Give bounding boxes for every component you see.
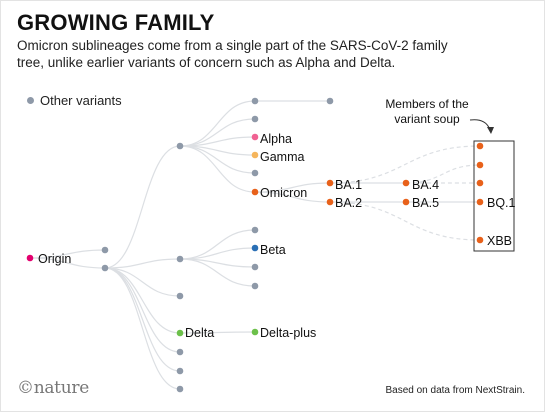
tree-links	[29, 100, 480, 390]
node-ba4	[402, 179, 410, 187]
variant-soup-box	[473, 140, 515, 252]
legend-dot	[27, 97, 34, 104]
dashed-link-ba2-xbb	[329, 201, 481, 241]
label-ba1: BA.1	[335, 178, 362, 192]
node-origin	[26, 254, 34, 262]
soup-dashed-links	[329, 145, 481, 241]
node-g5	[251, 226, 259, 234]
node-g4	[326, 97, 334, 105]
source-note: Based on data from NextStrain.	[385, 385, 525, 396]
node-r1	[101, 246, 109, 254]
dashed-link-ba1-s1	[329, 145, 481, 184]
link-r2-g8	[104, 267, 181, 353]
link-r2-n3	[104, 267, 181, 297]
label-bq1: BQ.1	[487, 196, 516, 210]
figure-subtitle: Omicron sublineages come from a single p…	[17, 38, 448, 70]
label-xbb: XBB	[487, 234, 512, 248]
node-r2	[101, 264, 109, 272]
node-s1	[476, 142, 484, 150]
node-g7	[251, 282, 259, 290]
link-n2-beta	[179, 247, 256, 260]
node-omicron	[251, 188, 259, 196]
node-g8	[176, 348, 184, 356]
node-n4	[176, 329, 184, 337]
node-g2	[251, 115, 259, 123]
label-beta: Beta	[260, 243, 286, 257]
link-omicron-ba2	[254, 191, 331, 203]
node-ba5	[402, 198, 410, 206]
node-delta-plus	[251, 328, 259, 336]
link-r2-g9	[104, 267, 181, 372]
link-n1-g1	[179, 100, 256, 147]
node-g10	[176, 385, 184, 393]
nature-logo: ©nature	[17, 378, 89, 398]
node-s2	[476, 161, 484, 169]
label-gamma: Gamma	[260, 150, 305, 164]
node-ba1	[326, 179, 334, 187]
link-n2-g5	[179, 229, 256, 260]
tree-nodes	[26, 97, 484, 393]
node-alpha	[251, 133, 259, 141]
label-ba5: BA.5	[412, 196, 439, 210]
legend-label: Other variants	[40, 93, 122, 108]
link-r2-n2	[104, 258, 181, 269]
label-origin: Origin	[38, 252, 71, 266]
annotation-line-1: Members of the	[385, 97, 469, 111]
node-g6	[251, 263, 259, 271]
node-bq1	[476, 198, 484, 206]
node-ba2	[326, 198, 334, 206]
node-n3	[176, 292, 184, 300]
node-gamma	[251, 151, 259, 159]
figure-title: GROWING FAMILY	[17, 10, 215, 35]
link-origin-r2	[29, 257, 106, 269]
node-g3	[251, 169, 259, 177]
label-delta-plus: Delta-plus	[260, 326, 316, 340]
annotation-arrowhead	[487, 127, 494, 134]
link-n4-delta_plus	[179, 331, 256, 334]
node-n1	[176, 142, 184, 150]
label-ba2: BA.2	[335, 196, 362, 210]
node-g9	[176, 367, 184, 375]
node-n2	[176, 255, 184, 263]
legend: Other variants	[27, 93, 122, 108]
link-omicron-ba1	[254, 182, 331, 193]
label-delta: Delta	[185, 326, 214, 340]
label-omicron: Omicron	[260, 186, 307, 200]
node-xbb	[476, 236, 484, 244]
link-r2-n4	[104, 267, 181, 334]
node-s3	[476, 179, 484, 187]
node-g1	[251, 97, 259, 105]
annotation-line-2: variant soup	[394, 112, 460, 126]
node-beta	[251, 244, 259, 252]
link-n2-g7	[179, 258, 256, 287]
link-n1-omicron	[179, 145, 256, 193]
link-r2-g10	[104, 267, 181, 390]
link-r2-n1	[104, 145, 181, 269]
annotation-arrow	[469, 119, 491, 131]
label-ba4: BA.4	[412, 178, 439, 192]
label-alpha: Alpha	[260, 132, 292, 146]
